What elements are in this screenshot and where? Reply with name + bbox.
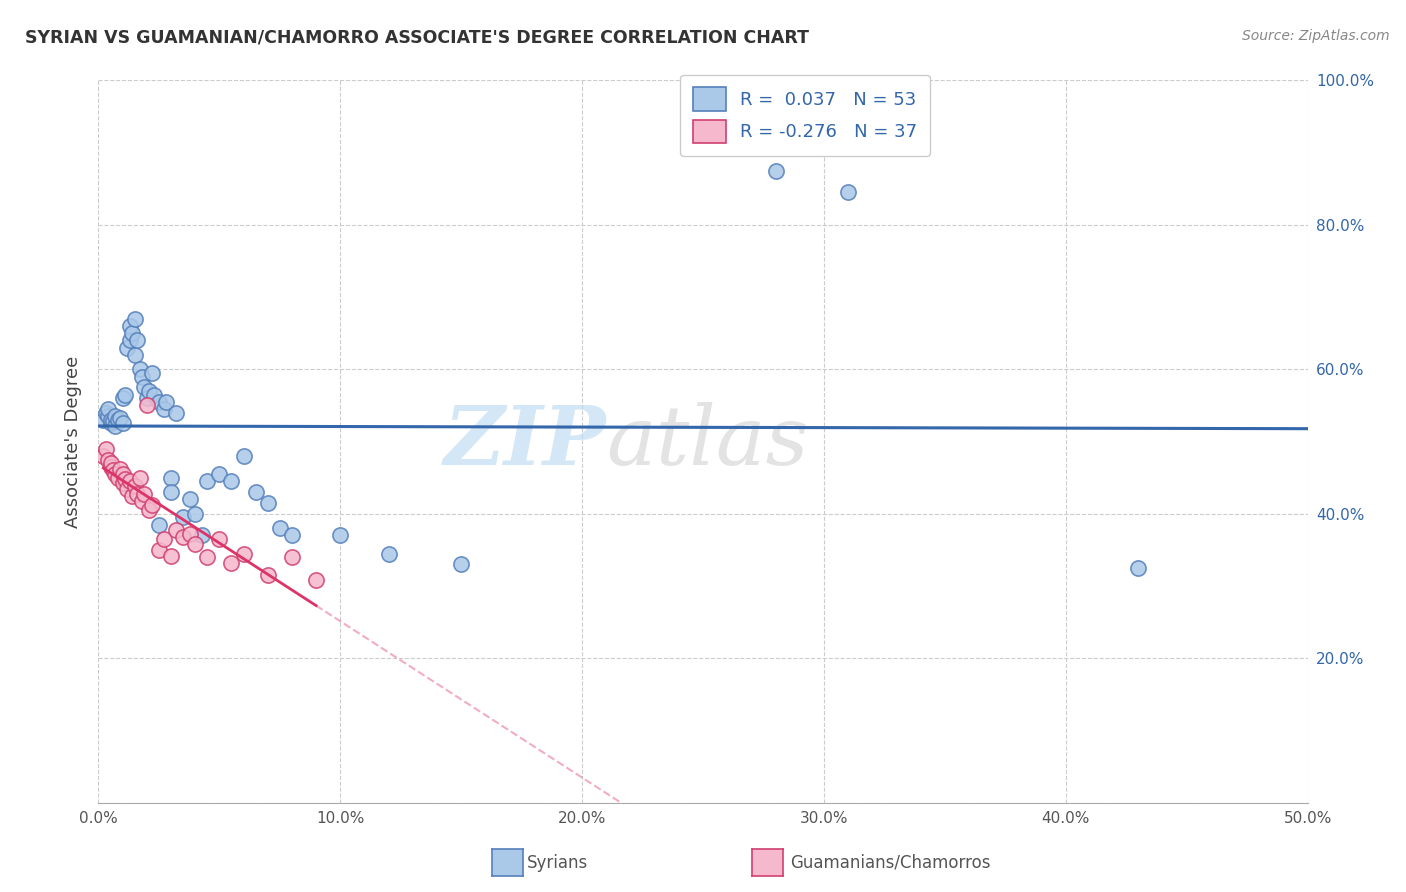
Point: [111, 391, 134, 405]
Point: [131, 493, 153, 508]
Text: Guamanians/Chamorros: Guamanians/Chamorros: [790, 854, 991, 871]
Point: [100, 413, 122, 427]
Text: SYRIAN VS GUAMANIAN/CHAMORRO ASSOCIATE'S DEGREE CORRELATION CHART: SYRIAN VS GUAMANIAN/CHAMORRO ASSOCIATE'S…: [25, 29, 810, 46]
Text: Source: ZipAtlas.com: Source: ZipAtlas.com: [1241, 29, 1389, 43]
Point: [91, 413, 114, 427]
Point: [100, 456, 122, 470]
Point: [111, 476, 134, 491]
Point: [172, 530, 194, 544]
Point: [160, 485, 183, 500]
Point: [195, 550, 218, 565]
Point: [152, 402, 174, 417]
Point: [269, 521, 291, 535]
Point: [114, 472, 136, 486]
Point: [100, 417, 122, 431]
Point: [124, 348, 146, 362]
Point: [208, 467, 231, 481]
Point: [765, 163, 787, 178]
Point: [118, 475, 141, 489]
Point: [114, 387, 136, 401]
Point: [107, 470, 129, 484]
Point: [127, 486, 149, 500]
Point: [108, 462, 131, 476]
Point: [138, 503, 160, 517]
Point: [450, 558, 472, 572]
Point: [281, 550, 304, 565]
Point: [117, 482, 139, 496]
Point: [127, 334, 149, 348]
Point: [118, 334, 141, 348]
Point: [94, 406, 117, 420]
Point: [141, 366, 163, 380]
Point: [191, 528, 214, 542]
Point: [107, 413, 129, 427]
Point: [97, 402, 120, 417]
Point: [101, 414, 124, 428]
Point: [104, 409, 127, 424]
Point: [117, 341, 139, 355]
Legend: R =  0.037   N = 53, R = -0.276   N = 37: R = 0.037 N = 53, R = -0.276 N = 37: [681, 75, 929, 155]
Point: [305, 574, 328, 588]
Point: [121, 489, 143, 503]
Point: [148, 542, 170, 557]
Point: [128, 470, 150, 484]
Point: [97, 452, 120, 467]
Point: [221, 556, 243, 570]
Text: ZIP: ZIP: [444, 401, 606, 482]
Point: [134, 486, 156, 500]
Point: [152, 532, 174, 546]
Point: [134, 380, 156, 394]
Point: [377, 547, 399, 561]
Point: [97, 409, 120, 424]
Point: [104, 467, 127, 481]
Text: atlas: atlas: [606, 401, 808, 482]
Point: [138, 384, 160, 398]
Point: [837, 186, 859, 200]
Point: [232, 449, 254, 463]
Point: [184, 537, 207, 551]
Point: [179, 492, 201, 507]
Point: [184, 507, 207, 521]
Text: Syrians: Syrians: [527, 854, 589, 871]
Point: [121, 326, 143, 340]
Point: [256, 496, 278, 510]
Point: [160, 470, 183, 484]
Point: [124, 311, 146, 326]
Point: [91, 449, 114, 463]
Point: [111, 467, 134, 481]
Point: [141, 498, 163, 512]
Point: [208, 532, 231, 546]
Point: [172, 510, 194, 524]
Y-axis label: Associate's Degree: Associate's Degree: [63, 355, 82, 528]
Point: [135, 391, 157, 405]
Point: [118, 318, 141, 333]
Point: [128, 362, 150, 376]
Point: [104, 418, 127, 433]
Point: [94, 442, 117, 456]
Point: [143, 387, 166, 401]
Point: [160, 549, 183, 563]
Point: [221, 475, 243, 489]
Point: [281, 528, 304, 542]
Point: [245, 485, 267, 500]
Point: [111, 417, 134, 431]
Point: [329, 528, 352, 542]
Point: [148, 517, 170, 532]
Point: [131, 369, 153, 384]
Point: [232, 547, 254, 561]
Point: [256, 568, 278, 582]
Point: [124, 479, 146, 493]
Point: [165, 406, 187, 420]
Point: [100, 459, 122, 474]
Point: [195, 475, 218, 489]
Point: [148, 394, 170, 409]
Point: [1128, 561, 1150, 575]
Point: [155, 394, 177, 409]
Point: [179, 527, 201, 541]
Point: [165, 523, 187, 537]
Point: [108, 411, 131, 425]
Point: [135, 398, 157, 412]
Point: [101, 463, 124, 477]
